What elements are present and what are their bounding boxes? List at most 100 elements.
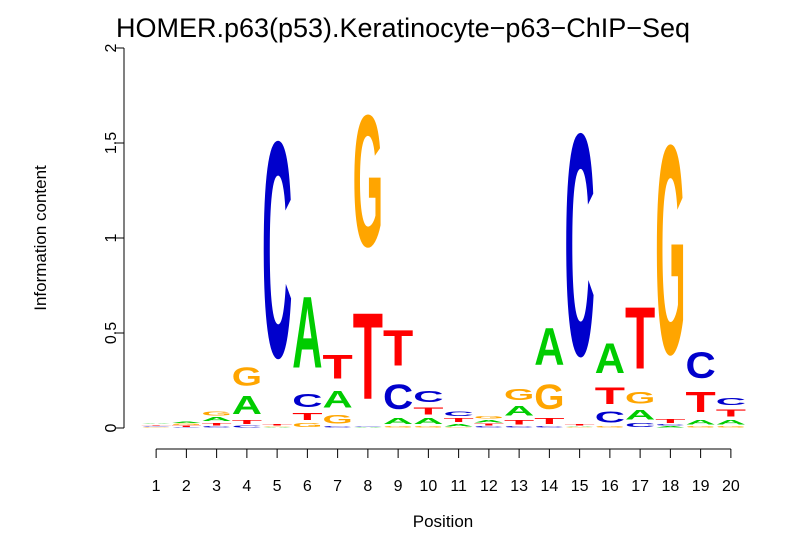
x-axis: 1 2 3 4 5 6 7 8 9 10 11 12 13 14 15 16 17 18 19 20 — [152, 448, 740, 495]
letter-A: A — [353, 427, 383, 428]
x-tick-label: 4 — [242, 478, 251, 495]
letter-T: T — [595, 383, 626, 409]
letter-G: G — [383, 426, 413, 428]
letter-A: A — [202, 417, 232, 423]
letter-C: C — [413, 388, 443, 405]
letter-A: A — [383, 417, 413, 426]
letter-T: T — [323, 348, 353, 386]
letter-C: C — [474, 426, 504, 428]
letter-C: C — [383, 378, 413, 417]
letter-A: A — [716, 419, 746, 426]
x-tick-label: 11 — [450, 478, 467, 495]
letter-G: G — [655, 84, 685, 418]
x-tick-label: 8 — [363, 478, 372, 495]
letter-A: A — [565, 426, 595, 427]
letter-G: G — [534, 376, 564, 416]
letter-T: T — [655, 419, 686, 425]
letter-C: C — [565, 67, 595, 422]
letter-A: A — [686, 419, 716, 426]
y-axis: 0 0.5 1 1.5 2 — [103, 43, 125, 432]
x-tick-label: 17 — [631, 478, 649, 495]
letter-T: T — [565, 424, 596, 426]
x-tick-label: 6 — [303, 478, 312, 495]
letter-T: T — [716, 407, 746, 418]
x-tick-label: 14 — [540, 478, 558, 495]
y-tick-label: 0 — [103, 423, 120, 432]
letter-C: C — [625, 422, 655, 428]
letter-A: A — [171, 421, 201, 423]
letter-stacks: GCTACTGACTAGCTAGAGTCGTCACGATACTGGACTGATC… — [141, 67, 746, 428]
x-tick-label: 1 — [152, 478, 161, 495]
letter-C: C — [716, 396, 746, 407]
letter-A: A — [474, 420, 504, 424]
x-tick-label: 18 — [661, 478, 679, 495]
y-tick-label: 1 — [103, 233, 120, 242]
x-tick-label: 3 — [212, 478, 221, 495]
letter-T: T — [686, 386, 717, 419]
letter-C: C — [686, 345, 716, 386]
x-tick-label: 10 — [419, 478, 437, 495]
letter-T: T — [141, 424, 172, 425]
letter-G: G — [444, 427, 474, 428]
letter-C: C — [323, 426, 353, 428]
letter-C: C — [232, 425, 262, 428]
letter-T: T — [625, 290, 655, 389]
letter-A: A — [655, 426, 685, 428]
letter-G: G — [202, 411, 232, 417]
letter-G: G — [141, 427, 171, 428]
letter-T: T — [171, 426, 202, 428]
x-tick-label: 7 — [333, 478, 342, 495]
x-tick-label: 19 — [692, 478, 710, 495]
letter-C: C — [504, 426, 534, 428]
letter-A: A — [262, 427, 292, 428]
x-tick-label: 15 — [571, 478, 589, 495]
x-axis-label: Position — [413, 512, 473, 531]
letter-T: T — [383, 320, 414, 377]
x-tick-label: 12 — [480, 478, 498, 495]
letter-T: T — [504, 419, 535, 426]
letter-G: G — [413, 426, 443, 428]
letter-A: A — [292, 277, 322, 389]
y-axis-label: Information content — [31, 165, 50, 311]
letter-C: C — [444, 410, 474, 417]
letter-C: C — [534, 426, 564, 428]
letter-C: C — [353, 426, 383, 427]
y-tick-label: 1.5 — [103, 132, 120, 154]
letter-A: A — [534, 319, 564, 378]
letter-C: C — [141, 426, 171, 427]
letter-A: A — [444, 423, 474, 427]
letter-T: T — [474, 423, 505, 426]
letter-G: G — [292, 422, 322, 428]
letter-T: T — [444, 418, 475, 424]
x-tick-label: 9 — [394, 478, 403, 495]
letter-G: G — [716, 426, 746, 428]
letter-T: T — [202, 422, 233, 426]
letter-A: A — [625, 407, 655, 422]
letter-T: T — [353, 287, 383, 425]
letter-G: G — [323, 413, 353, 426]
letter-A: A — [504, 403, 534, 418]
chart-title: HOMER.p63(p53).Keratinocyte−p63−ChIP−Seq — [116, 13, 690, 43]
y-tick-label: 0.5 — [103, 322, 120, 344]
letter-T: T — [413, 405, 443, 416]
x-tick-label: 2 — [182, 478, 191, 495]
letter-A: A — [595, 335, 625, 382]
letter-G: G — [171, 424, 201, 426]
letter-G: G — [232, 362, 262, 391]
x-tick-label: 5 — [273, 478, 282, 495]
